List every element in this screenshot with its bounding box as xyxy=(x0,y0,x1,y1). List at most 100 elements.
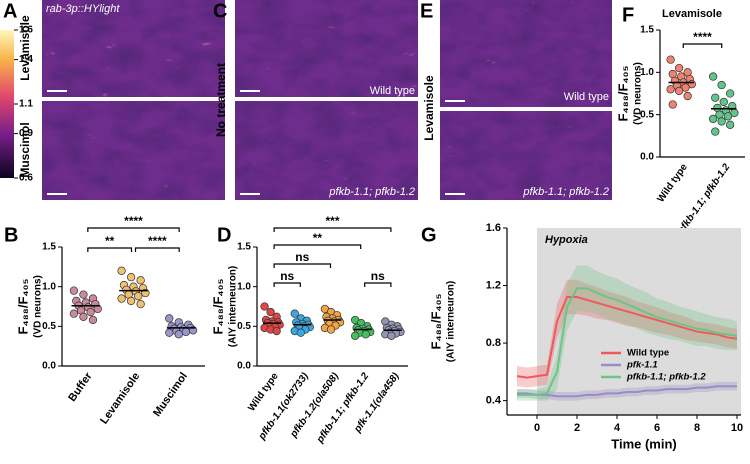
y-tick-label: 0.0 xyxy=(640,152,654,163)
significance-label: **** xyxy=(693,30,712,44)
data-point xyxy=(86,307,95,317)
data-point xyxy=(725,120,735,129)
significance-label: **** xyxy=(148,234,167,248)
image-caption: Wild type xyxy=(370,85,415,97)
shaded-region xyxy=(537,228,741,415)
data-point xyxy=(165,328,174,337)
data-point xyxy=(683,91,692,101)
data-point xyxy=(719,97,728,107)
micrograph xyxy=(440,0,612,107)
micrographs: A rab-3p::HYlight Levamisole Muscimol C … xyxy=(0,0,612,200)
data-point xyxy=(69,309,79,318)
data-point xyxy=(668,100,677,109)
data-point xyxy=(351,331,360,341)
y-axis-label: F₄₈₈/F₄₀₅ xyxy=(428,294,443,350)
data-point xyxy=(725,89,735,98)
colorbar-tick-label: 0.6 xyxy=(19,173,33,184)
micrograph xyxy=(235,101,418,200)
colorbar-tick-label: 1.6 xyxy=(19,25,33,36)
legend-label: pfkb-1.1; pfkb-1.2 xyxy=(626,372,706,383)
data-point xyxy=(126,296,136,306)
legend-label: Wild type xyxy=(627,348,669,359)
x-tick-label: pfkb-1.1; pfkb-1.2 xyxy=(314,371,371,446)
panel-letter: E xyxy=(420,0,433,22)
colorbar-tick-label: 1.1 xyxy=(19,99,33,110)
data-point xyxy=(79,312,88,321)
significance-bracket xyxy=(682,43,723,48)
significance-label: **** xyxy=(124,214,143,228)
y-tick-label: 1.5 xyxy=(42,242,56,253)
data-point xyxy=(708,114,718,124)
data-point xyxy=(117,294,126,303)
data-point xyxy=(666,85,675,94)
x-axis-label: Time (min) xyxy=(611,436,677,451)
x-tick-label: Muscimol xyxy=(151,371,190,419)
colorbar xyxy=(0,30,14,178)
significance-label: ns xyxy=(371,269,385,283)
y-axis-label: F₄₈₈/F₄₀₅ xyxy=(615,66,630,122)
y-tick-label: 1.0 xyxy=(42,281,56,292)
image-caption: pfkb-1.1; pfkb-1.2 xyxy=(328,186,415,198)
y-axis-label: F₄₈₈/F₄₀₅ xyxy=(15,279,30,335)
y-axis-label: (VD neurons) xyxy=(33,275,44,338)
significance-bracket xyxy=(273,282,301,287)
significance-bracket xyxy=(273,263,332,268)
legend-label: pfk-1.1 xyxy=(626,360,658,371)
significance-label: ** xyxy=(313,231,323,245)
data-point xyxy=(723,112,733,121)
data-point xyxy=(717,80,726,90)
data-point xyxy=(134,292,143,301)
series-line xyxy=(517,287,738,396)
scale-bars xyxy=(47,90,465,195)
row-label: No treatment xyxy=(214,63,228,137)
data-point xyxy=(136,276,145,285)
y-tick-label: 0.5 xyxy=(42,321,56,332)
image-header: rab-3p::HYlight xyxy=(46,3,120,15)
data-point xyxy=(260,302,269,311)
data-point xyxy=(711,127,720,136)
data-point xyxy=(717,117,726,126)
y-tick-label: 1.2 xyxy=(486,279,501,291)
y-tick-label: 0.5 xyxy=(237,321,251,332)
data-point xyxy=(165,314,174,323)
x-tick-label: 0 xyxy=(534,422,540,434)
micrograph xyxy=(42,101,225,200)
row-label: Levamisole xyxy=(18,15,32,81)
y-tick-label: 1.0 xyxy=(237,281,251,292)
micrograph xyxy=(235,0,418,97)
panel-letter: F xyxy=(622,4,634,26)
y-axis-label: (AIY interneuron) xyxy=(446,281,457,362)
data-point xyxy=(69,286,79,295)
micrograph xyxy=(42,0,225,97)
y-tick-label: 0.5 xyxy=(640,109,654,120)
error-band xyxy=(517,279,737,388)
colorbar-tick-label: 0.9 xyxy=(19,128,33,139)
image-caption: pfkb-1.1; pfkb-1.2 xyxy=(522,186,609,198)
series-line xyxy=(516,296,738,379)
data-point xyxy=(272,326,281,336)
y-tick-label: 1.5 xyxy=(237,242,251,253)
y-tick-label: 0.4 xyxy=(486,395,502,407)
y-tick-label: 1.5 xyxy=(640,25,654,36)
x-tick-label: Buffer xyxy=(66,370,95,404)
significance-bracket xyxy=(273,244,362,249)
chart-title: Levamisole xyxy=(662,8,722,20)
data-point xyxy=(136,299,145,309)
significance-bracket xyxy=(273,227,392,232)
data-point xyxy=(708,72,718,81)
x-tick-label: Wild type xyxy=(655,162,690,205)
y-tick-label: 1.6 xyxy=(486,222,501,234)
row-label: Muscimol xyxy=(18,122,32,177)
data-point xyxy=(290,309,299,318)
image-caption: Wild type xyxy=(564,91,609,103)
data-point xyxy=(88,315,98,325)
y-axis-label: (VD neurons) xyxy=(633,62,644,125)
y-axis-label: F₄₈₈/F₄₀₅ xyxy=(210,279,225,335)
annotation: Hypoxia xyxy=(545,234,588,246)
data-point xyxy=(674,63,684,73)
y-tick-label: 0.0 xyxy=(42,361,56,372)
data-point xyxy=(266,307,275,317)
panel-letter: D xyxy=(217,224,231,246)
significance-bracket xyxy=(87,247,133,252)
significance-label: ** xyxy=(105,234,115,248)
